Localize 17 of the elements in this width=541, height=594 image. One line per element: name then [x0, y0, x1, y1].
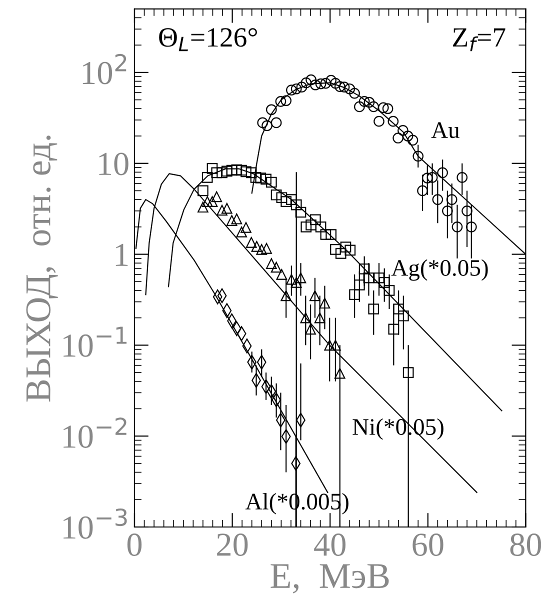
- x-tick-label: 80: [510, 534, 541, 556]
- y-tick-label: 10: [99, 152, 128, 176]
- annotation: Z$_{f}$=7: [453, 28, 506, 52]
- x-tick-label: 20: [217, 534, 248, 556]
- x-tick-label: 0: [127, 534, 142, 556]
- series-label: Au: [431, 122, 460, 138]
- y-tick-label: 10$^{2}$: [82, 54, 126, 84]
- x-tick-label: 60: [412, 534, 444, 556]
- y-axis-title: ВЫХОД, отн. ед.: [26, 136, 58, 402]
- y-tick-label: 1: [116, 244, 128, 266]
- y-tick-label: 10$^{−1}$: [64, 326, 127, 357]
- y-tick-label: 10$^{−3}$: [64, 508, 127, 539]
- y-tick-label: 10$^{−2}$: [64, 418, 126, 448]
- x-axis-title: E, МэВ: [270, 564, 389, 594]
- x-tick-label: 40: [314, 534, 346, 556]
- annotation: Θ$_{L}$=126°: [159, 28, 257, 52]
- legend-label: Ag(*0.05): [391, 259, 488, 281]
